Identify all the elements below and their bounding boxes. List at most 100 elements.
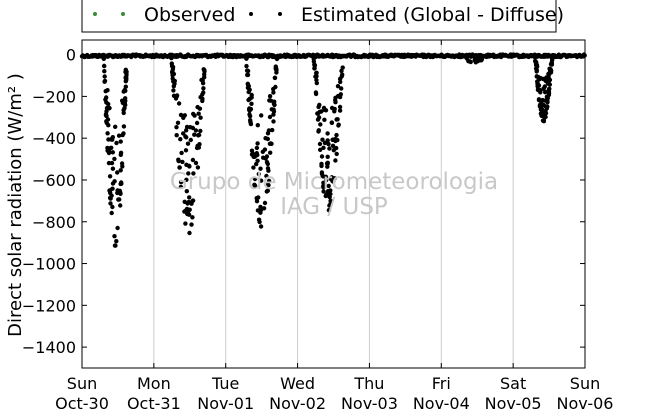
data-point-estimated — [118, 191, 123, 196]
data-point-estimated — [245, 81, 250, 87]
data-point-estimated — [323, 108, 329, 113]
data-point-estimated — [265, 188, 270, 193]
data-point-estimated — [170, 73, 175, 78]
data-point-estimated — [271, 86, 276, 92]
x-tick-label-date: Nov-05 — [485, 394, 542, 409]
data-point-estimated — [265, 161, 270, 167]
data-point-estimated — [110, 181, 116, 186]
data-point-estimated — [541, 76, 546, 82]
data-point-estimated — [104, 113, 109, 119]
x-tick-label-day: Wed — [280, 374, 315, 393]
data-point-estimated — [115, 225, 120, 231]
data-point-estimated — [254, 145, 260, 151]
watermark-line-1: Grupo de Micrometeorologia — [170, 169, 498, 195]
data-point-estimated — [319, 163, 324, 169]
data-point-estimated — [327, 146, 332, 151]
data-point-estimated — [339, 74, 344, 79]
data-point-estimated — [178, 184, 184, 190]
data-point-estimated — [124, 71, 129, 76]
data-point-estimated — [543, 110, 548, 115]
data-point-estimated — [548, 61, 554, 67]
data-point-estimated — [314, 70, 319, 76]
data-point-estimated — [274, 70, 279, 75]
data-point-estimated — [182, 209, 187, 214]
data-point-estimated — [255, 141, 260, 146]
data-point-estimated — [110, 150, 116, 155]
data-point-estimated — [121, 108, 126, 113]
data-point-estimated — [254, 199, 260, 204]
data-point-estimated — [332, 106, 337, 112]
data-point-estimated — [255, 158, 260, 163]
data-point-estimated — [330, 179, 335, 184]
data-point-estimated — [193, 160, 199, 166]
data-point-estimated — [337, 108, 343, 113]
data-point-estimated — [272, 99, 277, 104]
legend-label-observed: Observed — [144, 4, 235, 26]
data-point-estimated — [258, 210, 263, 215]
data-point-estimated — [270, 127, 275, 133]
data-point-estimated — [256, 171, 261, 177]
data-point-estimated — [547, 77, 553, 83]
data-point-estimated — [114, 140, 119, 146]
data-point-estimated — [272, 102, 277, 108]
data-point-estimated — [541, 86, 546, 91]
data-point-estimated — [198, 115, 203, 120]
data-point-estimated — [202, 75, 207, 80]
data-point-estimated — [102, 79, 107, 84]
data-point-estimated — [245, 85, 251, 91]
legend-label-estimated: Estimated (Global - Diffuse) — [301, 4, 564, 26]
data-point-estimated — [244, 63, 249, 69]
data-point-estimated — [315, 111, 320, 116]
data-point-estimated — [186, 171, 191, 176]
data-point-estimated — [123, 67, 128, 73]
data-point-estimated — [262, 200, 268, 206]
data-point-estimated — [187, 230, 192, 236]
data-point-estimated — [267, 114, 273, 120]
y-tick-label: −200 — [32, 87, 76, 106]
data-point-estimated — [175, 120, 181, 126]
data-point-estimated — [184, 128, 189, 133]
data-point-estimated — [251, 154, 256, 159]
data-point-estimated — [112, 156, 117, 162]
data-point-estimated — [258, 204, 263, 210]
data-point-estimated — [174, 94, 179, 99]
data-point-estimated — [269, 141, 274, 146]
y-tick-label: −1200 — [22, 296, 76, 315]
data-point-estimated — [113, 124, 118, 129]
data-point-estimated — [190, 215, 195, 220]
data-point-estimated — [106, 160, 112, 166]
data-point-estimated — [334, 132, 339, 138]
data-point-estimated — [245, 72, 250, 78]
x-tick-label-day: Mon — [137, 374, 171, 393]
data-point-estimated — [329, 120, 334, 125]
data-point-estimated — [338, 92, 343, 97]
data-point-estimated — [247, 107, 252, 112]
data-point-estimated — [319, 154, 325, 159]
data-point-estimated — [169, 55, 174, 61]
data-point-estimated — [174, 125, 179, 130]
data-points — [79, 52, 587, 248]
data-point-estimated — [338, 79, 343, 85]
data-point-estimated — [255, 152, 260, 158]
data-point-estimated — [115, 188, 120, 193]
data-point-estimated — [169, 61, 174, 66]
data-point-estimated — [195, 143, 200, 149]
data-point-estimated — [546, 88, 552, 94]
data-point-estimated — [339, 68, 344, 74]
data-point-estimated — [532, 53, 537, 58]
data-point-estimated — [330, 143, 336, 148]
data-point-estimated — [400, 53, 405, 58]
data-point-estimated — [255, 123, 260, 128]
data-point-estimated — [244, 56, 249, 61]
data-point-estimated — [180, 159, 185, 165]
data-point-estimated — [193, 128, 199, 133]
x-tick-label-day: Sun — [67, 374, 97, 393]
data-point-estimated — [112, 234, 117, 239]
y-tick-label: −800 — [32, 213, 76, 232]
data-point-estimated — [538, 104, 543, 110]
data-point-estimated — [187, 207, 192, 212]
data-point-estimated — [101, 56, 107, 61]
data-point-estimated — [190, 125, 196, 131]
data-point-estimated — [271, 112, 276, 117]
y-tick-label: −600 — [32, 171, 76, 190]
